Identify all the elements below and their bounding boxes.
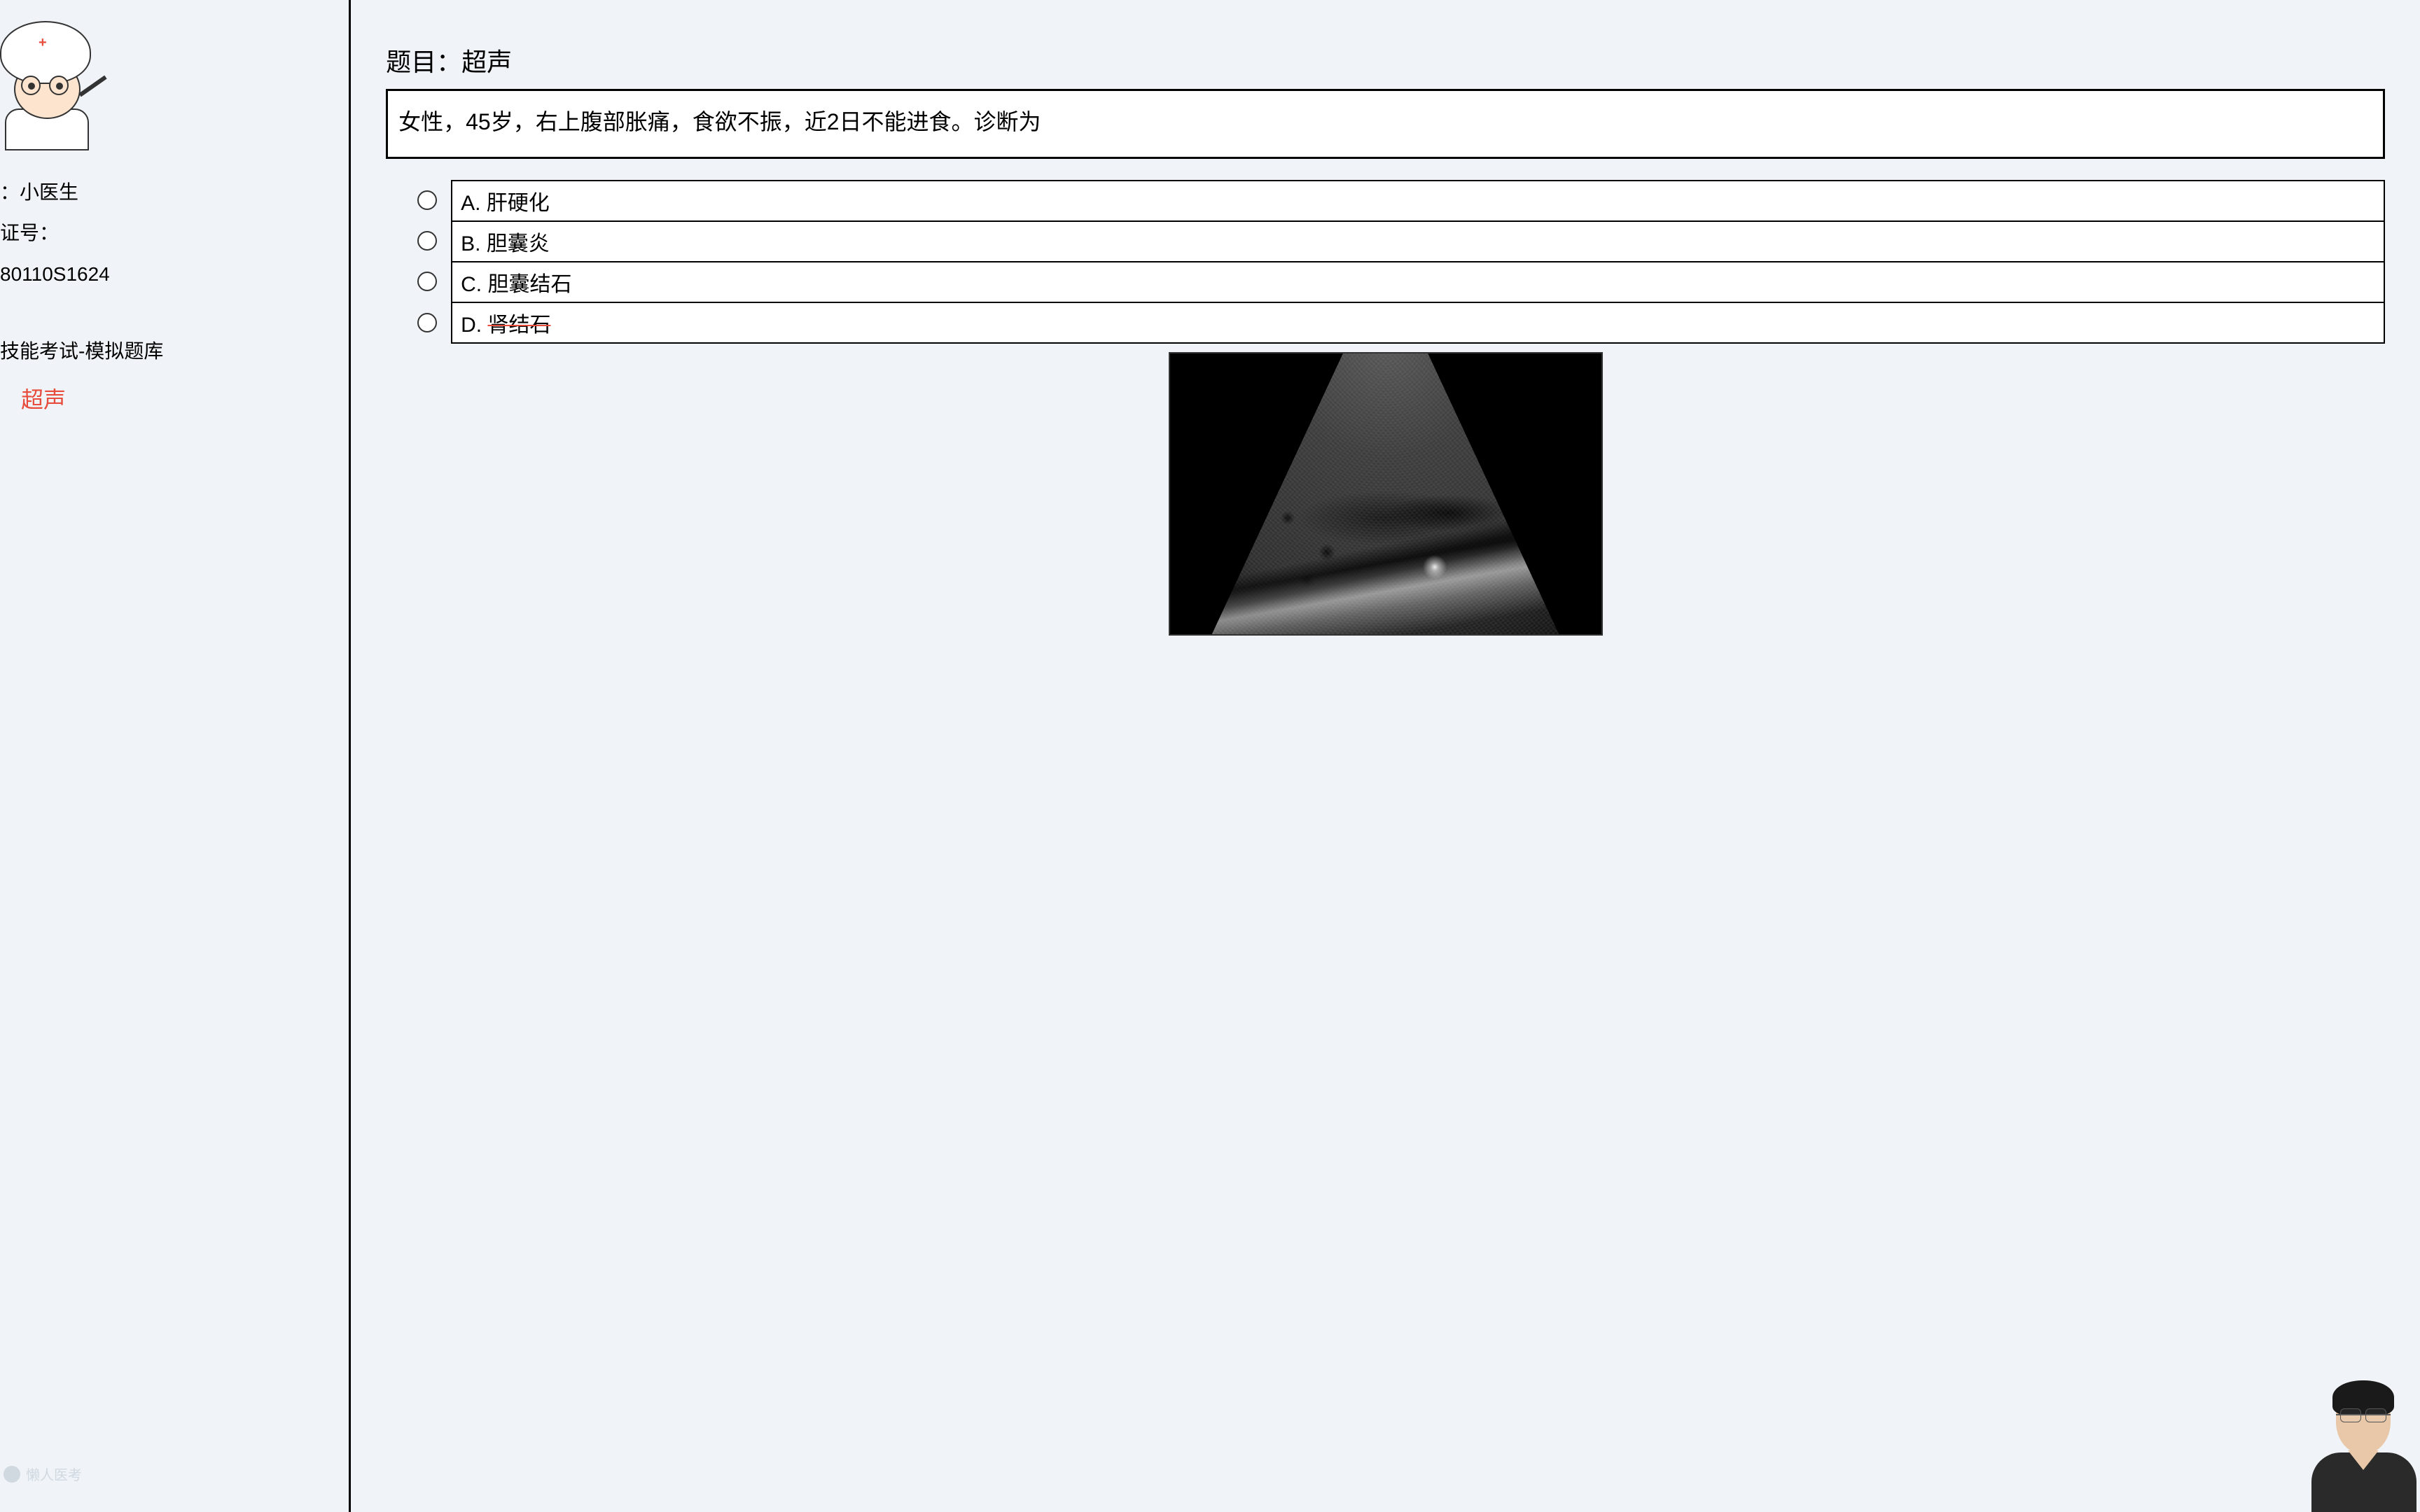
option-letter: C. — [461, 273, 487, 296]
option-radio[interactable] — [417, 313, 437, 332]
option-row[interactable]: D. 肾结石 — [417, 302, 2385, 344]
sidebar: + ：小医生 证号： 80110S1624 技能考试-模拟题库 超声 懒人医考 — [0, 0, 351, 1512]
option-row[interactable]: A. 肝硬化 — [417, 180, 2385, 220]
exam-category: 超声 — [0, 380, 342, 421]
option-text-box[interactable]: B. 胆囊炎 — [451, 220, 2385, 261]
option-text-box[interactable]: A. 肝硬化 — [451, 180, 2385, 220]
page-container: + ：小医生 证号： 80110S1624 技能考试-模拟题库 超声 懒人医考 … — [0, 0, 2420, 1512]
question-title-prefix: 题目： — [386, 48, 461, 76]
watermark-text: 懒人医考 — [26, 1464, 82, 1484]
user-name-row: ：小医生 — [0, 175, 342, 210]
cert-number-row: 80110S1624 — [0, 257, 342, 292]
question-title: 题目：超声 — [386, 42, 2385, 78]
option-radio[interactable] — [417, 190, 437, 210]
options-area: A. 肝硬化B. 胆囊炎C. 胆囊结石D. 肾结石 — [386, 180, 2385, 344]
watermark-icon — [4, 1466, 20, 1483]
watermark: 懒人医考 — [4, 1464, 82, 1484]
question-stem-text: 女性，45岁，右上腹部胀痛，食欲不振，近2日不能进食。诊断为 — [398, 109, 1041, 134]
cert-label-row: 证号： — [0, 216, 342, 251]
option-text: 肾结石 — [487, 314, 550, 337]
presenter-webcam — [2304, 1372, 2420, 1512]
exam-title: 技能考试-模拟题库 — [0, 334, 342, 369]
ultrasound-image — [1169, 352, 1603, 636]
option-row[interactable]: B. 胆囊炎 — [417, 220, 2385, 261]
doctor-cartoon-icon: + — [0, 21, 109, 147]
option-text: 胆囊炎 — [487, 232, 550, 255]
avatar: + — [0, 21, 109, 147]
main-content: 题目：超声 女性，45岁，右上腹部胀痛，食欲不振，近2日不能进食。诊断为 A. … — [351, 0, 2420, 1512]
option-letter: B. — [461, 232, 487, 255]
question-title-subject: 超声 — [461, 48, 512, 76]
sidebar-info: ：小医生 证号： 80110S1624 技能考试-模拟题库 超声 — [0, 175, 342, 420]
option-letter: D. — [461, 314, 487, 337]
option-text-box[interactable]: D. 肾结石 — [451, 302, 2385, 344]
option-row[interactable]: C. 胆囊结石 — [417, 261, 2385, 302]
ultrasound-fan-region — [1169, 352, 1603, 636]
option-radio[interactable] — [417, 272, 437, 291]
option-text: 肝硬化 — [487, 192, 550, 215]
question-stem-box: 女性，45岁，右上腹部胀痛，食欲不振，近2日不能进食。诊断为 — [386, 89, 2385, 159]
option-radio[interactable] — [417, 231, 437, 251]
option-text-box[interactable]: C. 胆囊结石 — [451, 261, 2385, 302]
option-text: 胆囊结石 — [487, 273, 571, 296]
option-letter: A. — [461, 192, 487, 215]
